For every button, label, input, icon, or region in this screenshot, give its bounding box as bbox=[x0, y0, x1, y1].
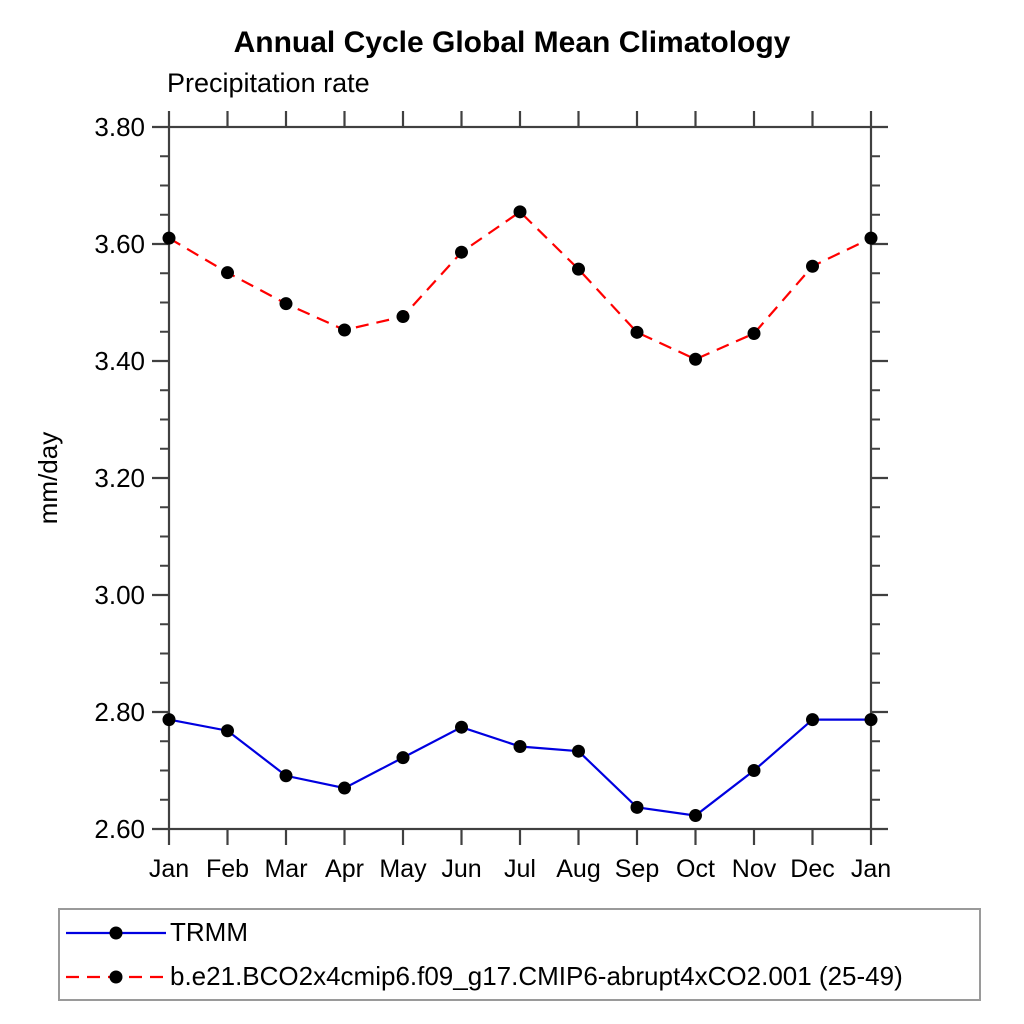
data-point-marker bbox=[338, 781, 351, 795]
data-point-marker bbox=[513, 205, 527, 219]
legend-label: b.e21.BCO2x4cmip6.f09_g17.CMIP6-abrupt4x… bbox=[170, 961, 903, 991]
data-point-marker bbox=[689, 809, 702, 823]
x-tick-label: Nov bbox=[732, 855, 777, 883]
data-point-marker bbox=[162, 231, 176, 245]
legend-line-sample bbox=[66, 926, 166, 939]
data-point-marker bbox=[221, 724, 234, 738]
x-tick-label: Apr bbox=[325, 855, 364, 883]
chart-title: Annual Cycle Global Mean Climatology bbox=[233, 26, 791, 59]
data-point-marker bbox=[572, 744, 585, 758]
data-point-marker bbox=[513, 740, 527, 754]
data-point-marker bbox=[806, 713, 819, 727]
x-tick-label: Sep bbox=[615, 855, 659, 883]
x-tick-label: Feb bbox=[206, 855, 249, 883]
y-tick-label: 3.00 bbox=[94, 580, 145, 610]
y-tick-label: 2.60 bbox=[94, 814, 145, 844]
legend-marker-icon bbox=[109, 926, 123, 939]
legend-item: b.e21.BCO2x4cmip6.f09_g17.CMIP6-abrupt4x… bbox=[66, 957, 979, 997]
y-tick-label: 3.20 bbox=[94, 463, 145, 493]
data-point-marker bbox=[338, 323, 351, 337]
data-point-marker bbox=[279, 769, 293, 783]
data-point-marker bbox=[396, 751, 410, 765]
data-point-marker bbox=[455, 720, 468, 734]
data-point-marker bbox=[162, 713, 176, 727]
data-point-marker bbox=[864, 231, 878, 245]
data-point-marker bbox=[279, 297, 293, 311]
data-point-marker bbox=[396, 310, 410, 324]
legend-label: TRMM bbox=[170, 917, 248, 947]
x-tick-label: Jun bbox=[441, 855, 481, 883]
data-point-marker bbox=[630, 800, 644, 814]
data-point-marker bbox=[630, 325, 644, 339]
plot-frame bbox=[167, 125, 873, 831]
legend-line-sample bbox=[66, 970, 166, 983]
data-point-marker bbox=[221, 266, 234, 280]
legend-item: TRMM bbox=[66, 913, 979, 953]
legend-marker-icon bbox=[109, 970, 123, 983]
y-axis-title: mm/day bbox=[33, 432, 63, 524]
data-point-marker bbox=[747, 327, 761, 341]
series-line-1 bbox=[168, 210, 872, 361]
data-point-marker bbox=[806, 259, 819, 273]
y-tick-label: 3.40 bbox=[94, 346, 145, 376]
y-tick-label: 3.80 bbox=[94, 112, 145, 142]
legend: TRMM b.e21.BCO2x4cmip6.f09_g17.CMIP6-abru… bbox=[58, 908, 981, 1001]
data-point-marker bbox=[572, 262, 585, 276]
x-tick-label: Aug bbox=[556, 855, 600, 883]
x-tick-label: Jul bbox=[504, 855, 536, 883]
data-point-marker bbox=[689, 352, 702, 366]
x-tick-label: May bbox=[379, 855, 427, 883]
data-point-marker bbox=[455, 245, 468, 259]
data-point-marker bbox=[747, 764, 761, 777]
x-tick-label: Dec bbox=[790, 855, 834, 883]
y-tick-label: 2.80 bbox=[94, 697, 145, 727]
x-tick-label: Jan bbox=[149, 855, 189, 883]
data-point-marker bbox=[864, 713, 878, 727]
chart-subtitle: Precipitation rate bbox=[167, 68, 370, 98]
series-line-0 bbox=[168, 718, 871, 817]
x-tick-label: Oct bbox=[676, 855, 715, 883]
y-tick-label: 3.60 bbox=[94, 229, 145, 259]
x-tick-label: Mar bbox=[264, 855, 307, 883]
x-tick-label: Jan bbox=[851, 855, 891, 883]
